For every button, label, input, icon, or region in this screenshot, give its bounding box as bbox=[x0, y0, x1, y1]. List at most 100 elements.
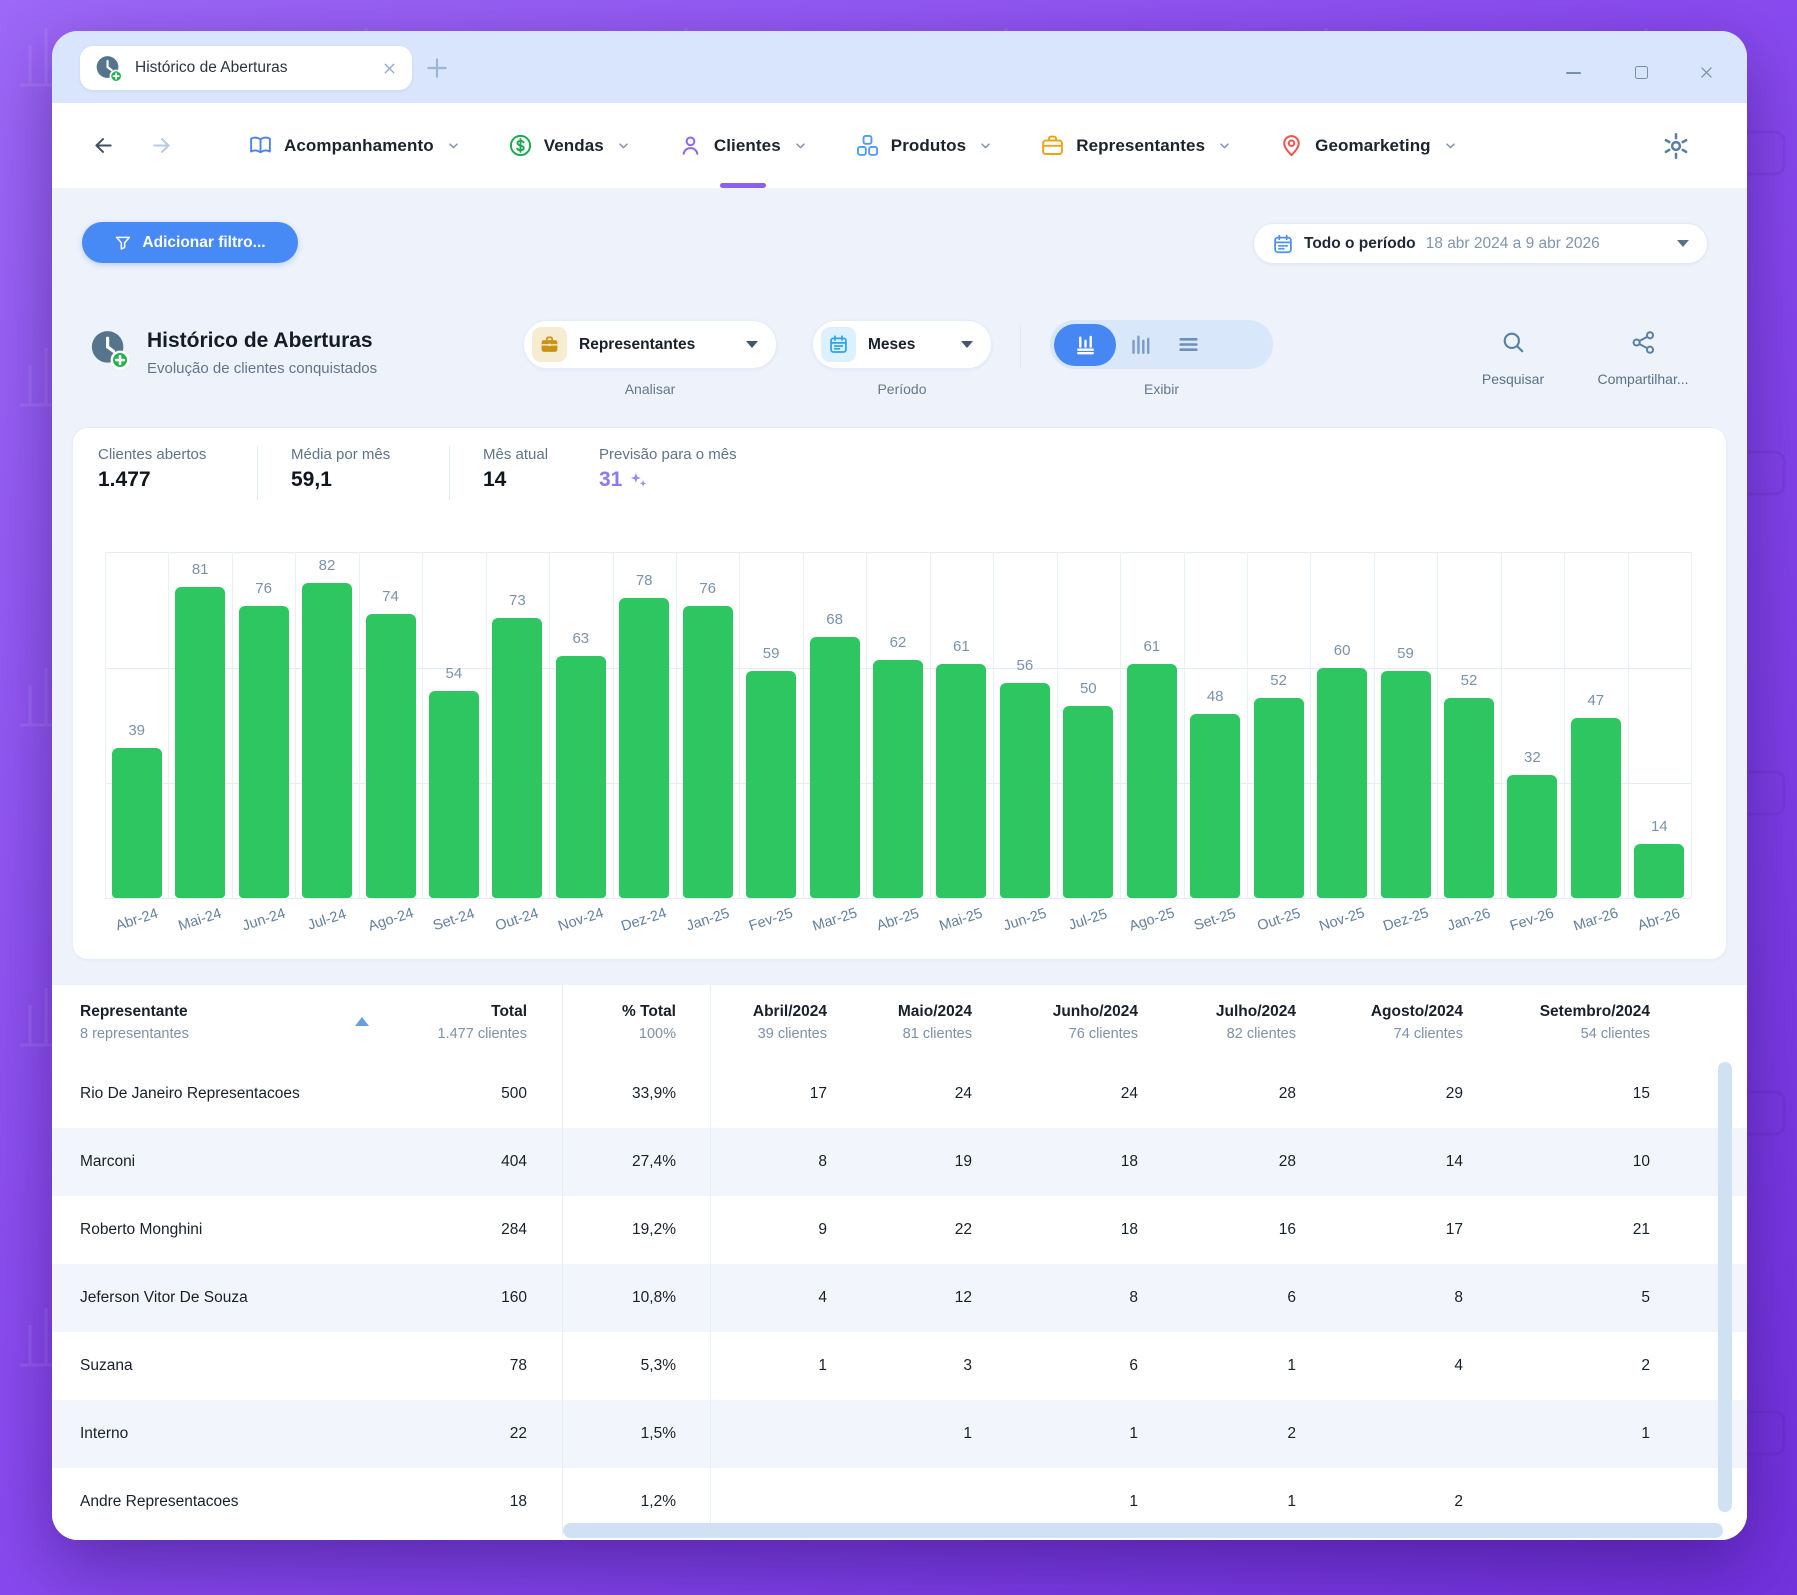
bar-Mar-26[interactable] bbox=[1570, 717, 1621, 898]
add-filter-button[interactable]: Adicionar filtro... bbox=[82, 222, 298, 263]
cell-value bbox=[710, 1400, 861, 1468]
cell-value: 16 bbox=[1278, 1221, 1296, 1238]
bar-Abr-24[interactable] bbox=[111, 748, 162, 898]
sort-asc-icon[interactable] bbox=[355, 1017, 369, 1026]
cell-value: 33,9% bbox=[562, 1060, 710, 1128]
bar-value-label: 61 bbox=[953, 637, 970, 655]
column-header-5[interactable]: Junho/2024 76 clientes bbox=[1006, 985, 1172, 1060]
view-mode-chart-bars[interactable] bbox=[1116, 324, 1164, 366]
table-row[interactable]: Rio De Janeiro Representacoes 500 33,9% 17 2… bbox=[52, 1060, 1747, 1128]
view-mode-chart-stacked[interactable] bbox=[1054, 323, 1116, 366]
bar-Set-25[interactable] bbox=[1190, 713, 1241, 898]
briefcase-chip bbox=[532, 327, 567, 362]
stat-value: 31 bbox=[599, 468, 623, 491]
bar-Out-25[interactable] bbox=[1253, 698, 1304, 898]
bar-Fev-25[interactable] bbox=[746, 671, 797, 898]
cell-value: 22 bbox=[954, 1221, 972, 1238]
bar-Set-24[interactable] bbox=[428, 690, 479, 898]
bar-Abr-26[interactable] bbox=[1634, 844, 1685, 898]
table-row[interactable]: Andre Representacoes 18 1,2% 1 1 2 bbox=[52, 1468, 1747, 1536]
nav-item-produtos[interactable]: Produtos bbox=[855, 103, 994, 188]
bar-Dez-25[interactable] bbox=[1380, 671, 1431, 898]
table-row[interactable]: Marconi 404 27,4% 8 19 18 28 14 10 bbox=[52, 1128, 1747, 1196]
horizontal-scrollbar[interactable] bbox=[563, 1523, 1723, 1538]
column-header-6[interactable]: Julho/2024 82 clientes bbox=[1172, 985, 1330, 1060]
column-header-3[interactable]: Abril/2024 39 clientes bbox=[710, 985, 861, 1060]
bar-Fev-26[interactable] bbox=[1507, 775, 1558, 898]
bar-Mar-25[interactable] bbox=[809, 636, 860, 898]
window-minimize-button[interactable] bbox=[1566, 72, 1581, 74]
cell-value: 1 bbox=[963, 1425, 972, 1442]
column-header-1[interactable]: Total 1.477 clientes bbox=[365, 985, 562, 1060]
share-button[interactable]: Compartilhar... bbox=[1568, 329, 1718, 387]
bar-Jul-25[interactable] bbox=[1063, 705, 1114, 898]
gear-icon[interactable] bbox=[1661, 131, 1691, 161]
analisar-dropdown[interactable]: Representantes bbox=[523, 320, 777, 369]
period-selector[interactable]: Todo o período 18 abr 2024 a 9 abr 2026 bbox=[1253, 223, 1708, 264]
bar-Jan-25[interactable] bbox=[682, 606, 733, 898]
bar-Mai-24[interactable] bbox=[175, 586, 226, 898]
column-header-0[interactable]: Representante 8 representantes bbox=[52, 985, 369, 1060]
table-row[interactable]: Interno 22 1,5% 1 1 2 1 bbox=[52, 1400, 1747, 1468]
chart-card: Clientes abertos 1.477 Média por mês 59,… bbox=[72, 427, 1727, 960]
back-arrow-icon[interactable] bbox=[92, 134, 115, 157]
gridline bbox=[1246, 552, 1248, 898]
cell-value: 8 bbox=[710, 1128, 861, 1196]
bar-Nov-25[interactable] bbox=[1317, 667, 1368, 898]
column-subtitle: 76 clientes bbox=[1068, 1026, 1138, 1042]
app-window: Histórico de Aberturas Acompanhamento Ven… bbox=[52, 31, 1747, 1540]
view-mode-list[interactable] bbox=[1164, 324, 1212, 366]
bar-Jul-24[interactable] bbox=[302, 583, 352, 898]
cell-value: 21 bbox=[1632, 1221, 1650, 1238]
nav-item-vendas[interactable]: Vendas bbox=[508, 103, 632, 188]
table-row[interactable]: Jeferson Vitor De Souza 160 10,8% 4 12 8 6 8 5 bbox=[52, 1264, 1747, 1332]
stat-value: 14 bbox=[483, 468, 507, 491]
bar-value-label: 76 bbox=[255, 580, 272, 598]
vertical-scrollbar[interactable] bbox=[1718, 1062, 1732, 1512]
table-header-row: Representante 8 representantes Total 1.477 … bbox=[52, 985, 1747, 1060]
bar-Nov-24[interactable] bbox=[555, 656, 606, 898]
nav-item-clientes[interactable]: Clientes bbox=[678, 103, 809, 188]
bar-Jun-25[interactable] bbox=[999, 682, 1050, 898]
cell-value: 1 bbox=[1287, 1357, 1296, 1374]
periodo-dropdown[interactable]: Meses bbox=[812, 320, 992, 369]
new-tab-button[interactable] bbox=[424, 55, 450, 81]
bar-Jun-24[interactable] bbox=[238, 606, 289, 898]
nav-item-representantes[interactable]: Representantes bbox=[1040, 103, 1233, 188]
search-button[interactable]: Pesquisar bbox=[1453, 329, 1573, 387]
table-row[interactable]: Roberto Monghini 284 19,2% 9 22 18 16 17 21 bbox=[52, 1196, 1747, 1264]
column-header-8[interactable]: Setembro/2024 54 clientes bbox=[1497, 985, 1684, 1060]
nav-item-geomarketing[interactable]: Geomarketing bbox=[1279, 103, 1459, 188]
gridline bbox=[358, 552, 360, 898]
column-header-2[interactable]: % Total 100% bbox=[562, 985, 710, 1060]
table-row[interactable]: Suzana 78 5,3% 1 3 6 1 4 2 bbox=[52, 1332, 1747, 1400]
tab-historico-de-aberturas[interactable]: Histórico de Aberturas bbox=[80, 46, 412, 90]
forward-arrow-icon[interactable] bbox=[150, 134, 173, 157]
cell-value: 160 bbox=[501, 1289, 527, 1306]
tab-close-icon[interactable] bbox=[381, 60, 398, 77]
bar-value-label: 63 bbox=[572, 630, 590, 647]
nav-bar: Acompanhamento Vendas Clientes Produtos Repr… bbox=[52, 103, 1747, 188]
gridline bbox=[612, 552, 614, 898]
gridline bbox=[485, 552, 487, 898]
nav-item-acompanhamento[interactable]: Acompanhamento bbox=[248, 103, 462, 188]
cell-value: 28 bbox=[1278, 1153, 1296, 1170]
column-header-7[interactable]: Agosto/2024 74 clientes bbox=[1330, 985, 1497, 1060]
bar-Out-24[interactable] bbox=[492, 617, 543, 898]
bar-Abr-25[interactable] bbox=[873, 659, 923, 898]
clock-plus-icon bbox=[88, 328, 130, 370]
window-maximize-button[interactable] bbox=[1635, 66, 1648, 79]
column-title: Abril/2024 bbox=[752, 1003, 827, 1020]
bar-value-label: 62 bbox=[889, 633, 907, 651]
bar-Ago-25[interactable] bbox=[1126, 663, 1177, 898]
column-header-4[interactable]: Maio/2024 81 clientes bbox=[861, 985, 1006, 1060]
nav-item-label: Acompanhamento bbox=[284, 135, 434, 155]
bar-Dez-24[interactable] bbox=[619, 598, 670, 898]
bar-Jan-26[interactable] bbox=[1444, 698, 1494, 898]
search-icon bbox=[1500, 329, 1527, 356]
bar-Mai-25[interactable] bbox=[936, 663, 987, 898]
bar-Ago-24[interactable] bbox=[365, 613, 416, 898]
bar-value-label: 54 bbox=[445, 664, 463, 682]
window-close-button[interactable] bbox=[1698, 64, 1715, 81]
period-label: Todo o período bbox=[1304, 234, 1416, 252]
